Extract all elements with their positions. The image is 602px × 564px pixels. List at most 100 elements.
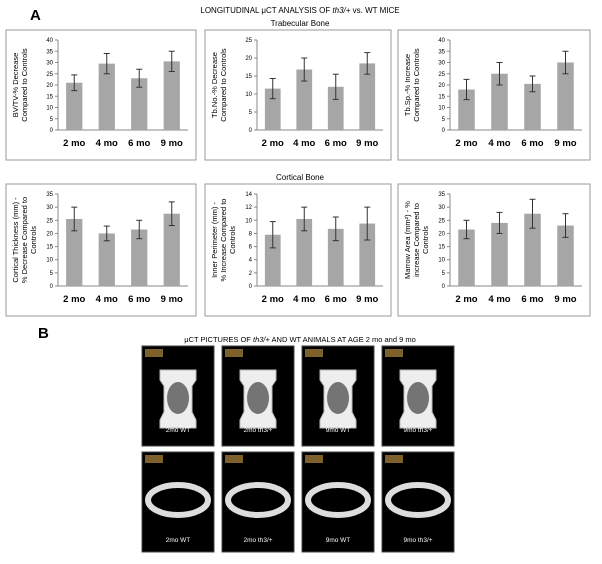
ct-overlay (305, 455, 323, 463)
y-axis-label: Controls (228, 226, 237, 254)
y-tick-label: 0 (50, 284, 54, 290)
bar (557, 62, 574, 130)
ct-image (381, 451, 455, 553)
y-tick-label: 5 (442, 271, 446, 277)
y-tick-label: 5 (249, 110, 253, 116)
y-tick-label: 30 (438, 205, 445, 211)
x-tick-label: 4 mo (488, 138, 510, 149)
x-tick-label: 4 mo (293, 294, 315, 305)
ct-overlay (305, 349, 323, 357)
bar (359, 223, 376, 286)
y-tick-label: 5 (50, 117, 54, 123)
x-tick-label: 9 mo (161, 294, 183, 305)
marrow (407, 382, 429, 414)
error-bar (496, 211, 503, 234)
image-label: 9mo WT (326, 427, 351, 434)
y-axis-label: Compared to Controls (20, 48, 29, 122)
y-tick-label: 40 (438, 38, 445, 44)
ct-overlay (145, 455, 163, 463)
x-tick-label: 6 mo (325, 294, 347, 305)
bar (327, 86, 344, 130)
y-tick-label: 6 (249, 245, 253, 251)
bar (98, 63, 115, 130)
ct-image (301, 451, 375, 553)
x-tick-label: 6 mo (325, 138, 347, 149)
y-tick-label: 15 (46, 94, 53, 100)
title-part: vs. WT MICE (350, 6, 399, 15)
x-tick-label: 2 mo (63, 294, 85, 305)
x-tick-label: 9 mo (356, 294, 378, 305)
caption-part: AND WT ANIMALS AT AGE 2 mo and 9 mo (270, 335, 416, 344)
image-label: 2mo th3/+ (243, 537, 272, 544)
bone-ring (145, 482, 211, 518)
x-tick-label: 9 mo (554, 294, 576, 305)
ct-overlay (385, 455, 403, 463)
y-tick-label: 35 (438, 49, 445, 55)
error-bar (71, 206, 78, 232)
y-tick-label: 0 (442, 284, 446, 290)
error-bar (269, 78, 276, 100)
y-axis-label: Compared to Controls (412, 48, 421, 122)
y-tick-label: 15 (46, 245, 53, 251)
error-bar (463, 78, 470, 101)
y-tick-label: 8 (249, 231, 253, 237)
image-label: 2mo WT (166, 537, 191, 544)
y-tick-label: 5 (50, 271, 54, 277)
title-part: LONGITUDINAL μCT ANALYSIS OF (200, 6, 332, 15)
y-tick-label: 20 (438, 83, 445, 89)
bar (327, 228, 344, 286)
y-tick-label: 15 (438, 94, 445, 100)
y-tick-label: 0 (249, 128, 253, 134)
image-label: 9mo WT (326, 537, 351, 544)
x-tick-label: 9 mo (356, 138, 378, 149)
bar (264, 88, 281, 130)
y-axis-label: % Increase Compared to (219, 199, 228, 282)
ct-image (141, 345, 215, 447)
y-tick-label: 35 (46, 49, 53, 55)
y-tick-label: 40 (46, 38, 53, 44)
y-tick-label: 12 (245, 205, 252, 211)
x-tick-label: 9 mo (554, 138, 576, 149)
marrow (167, 382, 189, 414)
bar (264, 234, 281, 286)
x-tick-label: 2 mo (455, 294, 477, 305)
x-tick-label: 2 mo (455, 138, 477, 149)
x-tick-label: 4 mo (488, 294, 510, 305)
y-tick-label: 15 (245, 74, 252, 80)
error-bar (529, 198, 536, 229)
y-tick-label: 25 (245, 38, 252, 44)
image-label: 9mo th3/+ (403, 427, 432, 434)
error-bar (562, 50, 569, 75)
error-bar (136, 219, 143, 240)
y-axis-label: Controls (421, 226, 430, 254)
y-axis-label: Tb.No.-% Decrease (210, 52, 219, 118)
y-tick-label: 10 (245, 92, 252, 98)
x-tick-label: 6 mo (521, 138, 543, 149)
y-tick-label: 0 (50, 128, 54, 134)
y-tick-label: 14 (245, 192, 252, 198)
x-tick-label: 4 mo (293, 138, 315, 149)
bar (98, 233, 115, 286)
y-tick-label: 35 (46, 192, 53, 198)
bone-ring (385, 482, 451, 518)
y-tick-label: 15 (438, 245, 445, 251)
error-bar (332, 216, 339, 242)
bar (131, 229, 148, 286)
bar (458, 89, 475, 130)
y-axis-label: Cortical Thickness (mm) - (11, 197, 20, 283)
bar (66, 218, 83, 286)
bone-ring (225, 482, 291, 518)
x-tick-label: 2 mo (262, 294, 284, 305)
bar (296, 69, 313, 130)
error-bar (364, 206, 371, 241)
y-axis-label: Inner Perimeter (mm) - (210, 202, 219, 278)
image-label: 2mo WT (166, 427, 191, 434)
y-tick-label: 25 (46, 218, 53, 224)
y-axis-label: Compared to Controls (219, 48, 228, 122)
y-tick-label: 0 (249, 284, 253, 290)
error-bar (562, 213, 569, 238)
bar (491, 222, 508, 286)
ct-overlay (145, 349, 163, 357)
error-bar (269, 221, 276, 249)
